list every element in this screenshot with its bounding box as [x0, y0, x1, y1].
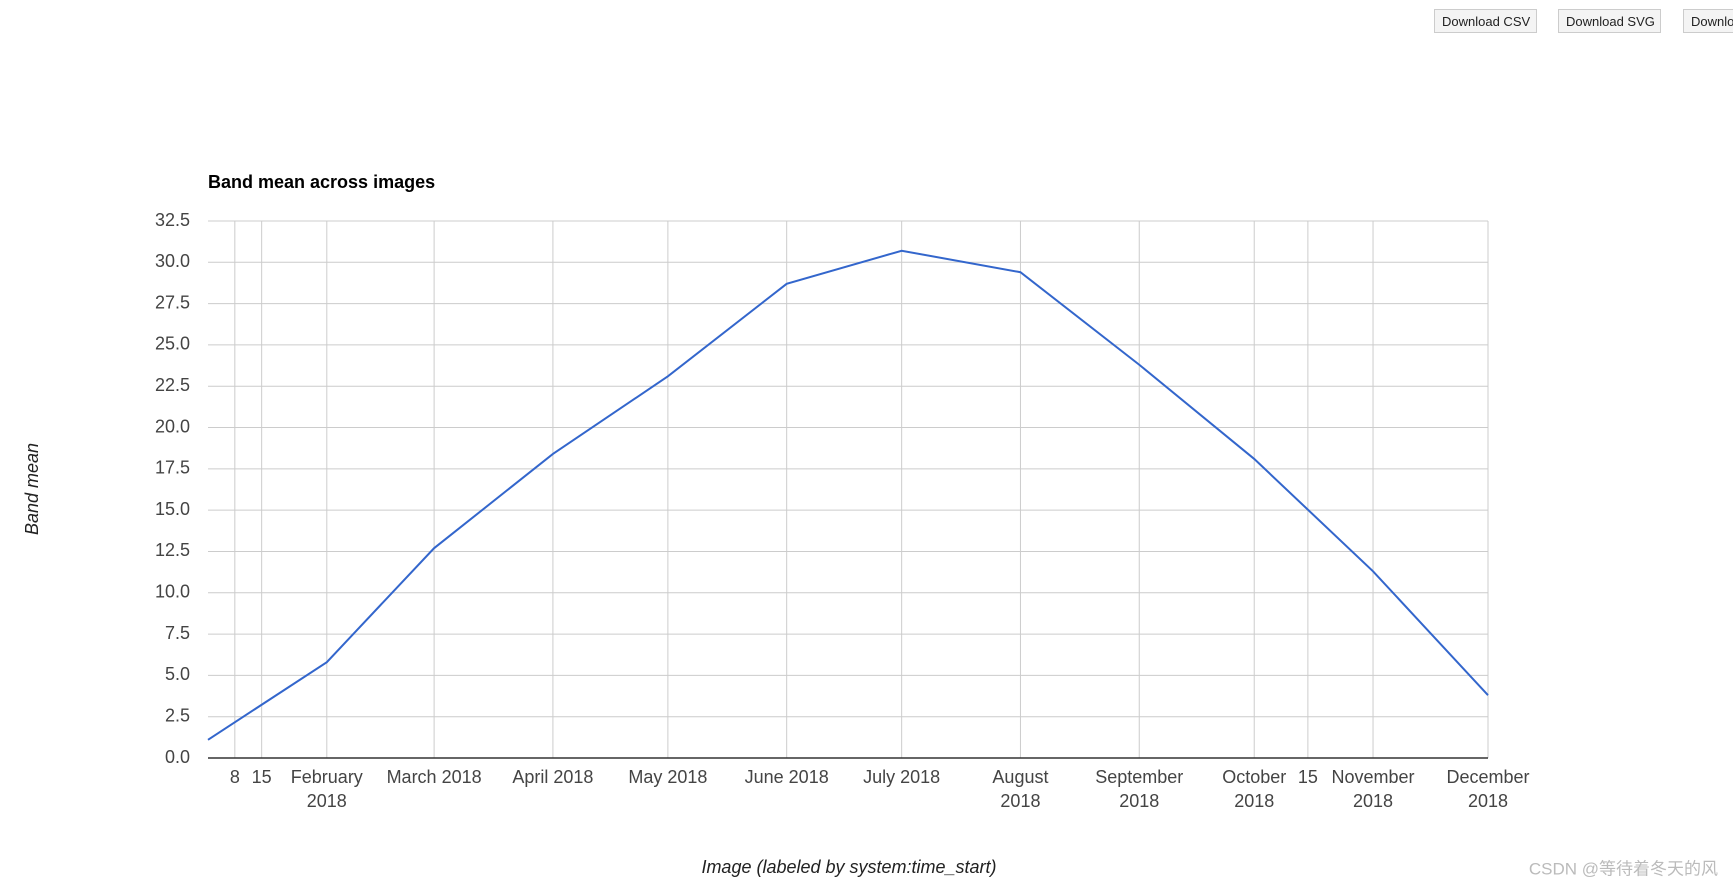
x-tick-label: July 2018 [863, 767, 940, 787]
y-tick-label: 27.5 [155, 292, 190, 312]
x-tick-label: May 2018 [628, 767, 707, 787]
x-tick-label: April 2018 [512, 767, 593, 787]
x-tick-label: 15 [1298, 767, 1318, 787]
x-axis-label: Image (labeled by system:time_start) [701, 857, 996, 877]
x-tick-label: October 2018 [1222, 767, 1286, 811]
x-tick-label: March 2018 [387, 767, 482, 787]
y-tick-label: 5.0 [165, 664, 190, 684]
download-png-button[interactable]: Download PNG [1683, 9, 1733, 33]
x-tick-label: February 2018 [291, 767, 363, 811]
y-tick-label: 10.0 [155, 582, 190, 602]
chart-title: Band mean across images [208, 172, 435, 192]
x-tick-label: August 2018 [992, 767, 1048, 811]
x-tick-label: 15 [252, 767, 272, 787]
x-tick-label: June 2018 [745, 767, 829, 787]
y-tick-label: 25.0 [155, 334, 190, 354]
y-tick-label: 22.5 [155, 375, 190, 395]
y-tick-label: 0.0 [165, 747, 190, 767]
x-tick-label: November 2018 [1332, 767, 1415, 811]
x-tick-label: December 2018 [1446, 767, 1529, 811]
y-axis-label: Band mean [22, 443, 42, 535]
y-tick-label: 17.5 [155, 458, 190, 478]
y-tick-label: 2.5 [165, 705, 190, 725]
y-tick-label: 12.5 [155, 540, 190, 560]
y-tick-label: 20.0 [155, 416, 190, 436]
watermark: CSDN @等待着冬天的风 [1529, 859, 1718, 878]
x-tick-label: 8 [230, 767, 240, 787]
x-tick-label: September 2018 [1095, 767, 1183, 811]
y-tick-label: 15.0 [155, 499, 190, 519]
y-tick-label: 32.5 [155, 210, 190, 230]
y-tick-label: 30.0 [155, 251, 190, 271]
download-svg-button[interactable]: Download SVG [1558, 9, 1661, 33]
data-line [207, 249, 1489, 741]
y-tick-label: 7.5 [165, 623, 190, 643]
download-csv-button[interactable]: Download CSV [1434, 9, 1537, 33]
